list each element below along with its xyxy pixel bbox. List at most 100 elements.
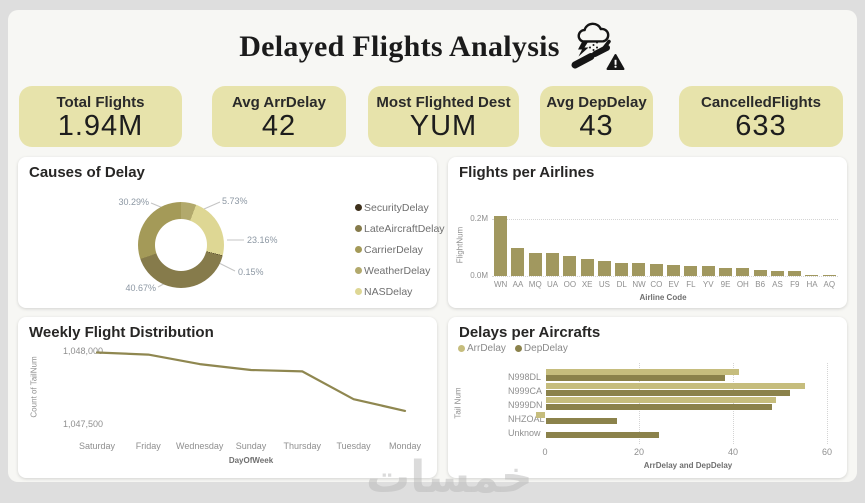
donut-value-label: 40.67% (125, 283, 156, 293)
y-axis-label: FlightNum (455, 226, 465, 264)
legend-item[interactable]: CarrierDelay (355, 239, 445, 260)
legend-item[interactable]: WeatherDelay (355, 260, 445, 281)
kpi-card-avg-arrdelay[interactable]: Avg ArrDelay 42 (212, 86, 346, 147)
bar-DepDelay-NHZOAL[interactable] (546, 418, 617, 424)
bar-OO[interactable] (563, 255, 577, 276)
kpi-label: CancelledFlights (700, 94, 822, 111)
gridline-20 (639, 363, 640, 444)
x-tick-AS: AS (772, 280, 783, 289)
x-tick-AA: AA (512, 280, 524, 289)
bar-ArrDelay-N999DN[interactable] (546, 397, 777, 404)
bar-AS[interactable] (770, 271, 784, 276)
x-tick-Monday: Monday (388, 441, 422, 451)
x-tick-FL: FL (686, 280, 696, 289)
kpi-card-avg-depdelay[interactable]: Avg DepDelay 43 (540, 86, 653, 147)
bar-NW[interactable] (632, 262, 646, 276)
storm-plane-warning-icon (571, 22, 625, 70)
legend-item-ArrDelay[interactable]: ArrDelay (458, 343, 506, 354)
kpi-label: Avg ArrDelay (232, 94, 326, 111)
y-tick: 1,047,500 (62, 419, 103, 429)
bar-FL[interactable] (684, 266, 698, 276)
legend-item[interactable]: LateAircraftDelay (355, 218, 445, 239)
gridline-60 (827, 363, 828, 444)
kpi-card-total-flights[interactable]: Total Flights 1.94M (19, 86, 182, 147)
bar-OH[interactable] (736, 268, 750, 276)
x-tick-YV: YV (702, 280, 714, 289)
bar-MQ[interactable] (528, 252, 542, 276)
bar-UA[interactable] (545, 252, 559, 276)
x-tick-B6: B6 (755, 280, 766, 289)
gridline (492, 219, 838, 220)
bar-DL[interactable] (615, 262, 629, 276)
bar-AQ[interactable] (822, 274, 836, 276)
kpi-card-most-flighted-dest[interactable]: Most Flighted Dest YUM (368, 86, 519, 147)
x-tick-OH: OH (736, 280, 749, 289)
x-tick-AQ: AQ (823, 280, 836, 289)
bar-WN[interactable] (494, 216, 507, 276)
weekly-flight-distribution-card[interactable]: Weekly Flight Distribution Count of Tail… (18, 317, 437, 478)
bar-DepDelay-N999DN[interactable] (546, 403, 772, 410)
x-axis-title: ArrDelay and DepDelay (643, 461, 733, 470)
legend-item-DepDelay[interactable]: DepDelay (514, 343, 568, 354)
kpi-card-cancelled-flights[interactable]: CancelledFlights 633 (679, 86, 843, 147)
y-tick-NHZOAL: NHZOAL (508, 414, 545, 425)
y-tick: 0.0M (470, 271, 488, 280)
page-title: Delayed Flights Analysis (239, 30, 560, 63)
x-tick-CO: CO (650, 280, 663, 289)
bar-YV[interactable] (701, 266, 715, 276)
legend-item[interactable]: SecurityDelay (355, 197, 445, 218)
bar-DepDelay-N998DL[interactable] (546, 375, 725, 382)
bar-ArrDelay-NHZOAL[interactable] (535, 411, 545, 418)
chart-title: Delays per Aircrafts (459, 324, 601, 341)
bar-ArrDelay-N999CA[interactable] (546, 383, 805, 390)
x-tick-9E: 9E (720, 280, 731, 289)
gridline-40 (733, 363, 734, 444)
x-tick-0: 0 (542, 447, 548, 457)
donut-value-label: 30.29% (118, 197, 149, 207)
bar-DepDelay-N999CA[interactable] (546, 389, 791, 396)
x-tick-Wednesday: Wednesday (176, 441, 224, 451)
donut-chart[interactable] (138, 202, 224, 288)
bar-DepDelay-Unknow[interactable] (546, 432, 659, 439)
series-legend: ArrDelay DepDelay (458, 343, 568, 354)
kpi-label: Most Flighted Dest (376, 94, 511, 111)
bar-EV[interactable] (667, 264, 680, 276)
legend-dot (355, 267, 362, 274)
legend-item[interactable]: NASDelay (355, 281, 445, 302)
bar-9E[interactable] (718, 267, 732, 276)
bar-XE[interactable] (580, 259, 594, 276)
y-tick-N999DN: N999DN (508, 399, 543, 410)
kpi-value: 1.94M (57, 110, 144, 142)
x-axis-title: DayOfWeek (228, 456, 274, 465)
y-tick: 0.2M (470, 214, 488, 223)
kpi-value: YUM (409, 110, 478, 142)
legend-dot (355, 225, 362, 232)
bar-US[interactable] (597, 261, 611, 276)
chart-title: Flights per Airlines (459, 164, 595, 181)
flights-per-airlines-card[interactable]: Flights per Airlines FlightNum 0.2M 0.0M… (448, 157, 847, 308)
y-axis-label: Count of TailNum (29, 356, 39, 418)
bar-AA[interactable] (511, 247, 525, 276)
bar-B6[interactable] (753, 269, 767, 276)
x-tick-EV: EV (668, 280, 679, 289)
bar-F9[interactable] (788, 271, 802, 276)
kpi-label: Avg DepDelay (546, 94, 647, 111)
y-tick-N998DL: N998DL (508, 371, 542, 382)
delays-per-aircrafts-card[interactable]: Delays per Aircrafts ArrDelay DepDelay Ta… (448, 317, 847, 478)
legend-dot (458, 345, 465, 352)
causes-of-delay-card[interactable]: Causes of Delay 30.29% 5.73% 23.16% 0.15% 40… (18, 157, 445, 308)
bar-ArrDelay-N998DL[interactable] (546, 369, 739, 375)
donut-legend: SecurityDelay LateAircraftDelay CarrierDel… (355, 197, 445, 302)
x-tick-Sunday: Sunday (235, 441, 267, 451)
x-tick-60: 60 (821, 447, 832, 457)
x-tick-OO: OO (563, 280, 577, 289)
header: Delayed Flights Analysis (8, 18, 857, 76)
watermark: خمسات (366, 452, 533, 503)
y-tick-N999CA: N999CA (508, 385, 543, 396)
bar-HA[interactable] (805, 274, 819, 276)
x-tick-20: 20 (633, 447, 644, 457)
bar-CO[interactable] (649, 264, 663, 276)
donut-value-label: 23.16% (247, 235, 278, 245)
x-tick-UA: UA (546, 280, 559, 289)
